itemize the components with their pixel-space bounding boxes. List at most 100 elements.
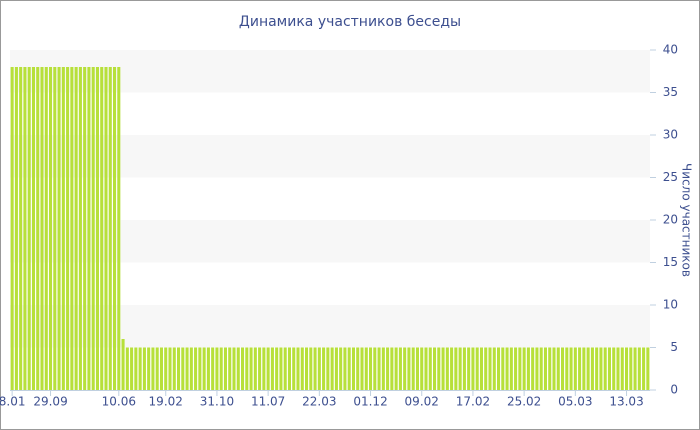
bar — [505, 347, 509, 390]
bar — [164, 347, 168, 390]
bar — [53, 67, 57, 390]
bar — [471, 347, 475, 390]
bar — [57, 67, 61, 390]
bar — [420, 347, 424, 390]
bar — [100, 67, 104, 390]
y-tick-label: 40 — [663, 43, 678, 57]
bar — [176, 347, 181, 390]
chart-title: Динамика участников беседы — [239, 14, 461, 30]
x-tick-label: 29.09 — [33, 395, 67, 409]
bar — [518, 347, 522, 390]
y-tick-label: 15 — [663, 255, 678, 269]
bar — [300, 347, 304, 390]
bar — [373, 347, 377, 390]
grid-band — [10, 50, 650, 93]
bar — [646, 347, 650, 390]
bar — [304, 347, 309, 390]
bar — [569, 347, 573, 390]
bar — [599, 347, 603, 390]
x-tick-label: 8.01 — [0, 395, 25, 409]
bar — [292, 347, 296, 390]
x-tick-label: 11.07 — [251, 395, 285, 409]
bar — [356, 347, 360, 390]
bar — [514, 347, 518, 390]
bar — [620, 347, 624, 390]
y-tick-label: 10 — [663, 298, 678, 312]
bar — [83, 67, 87, 390]
bar — [424, 347, 428, 390]
bar — [351, 347, 356, 390]
bar — [377, 347, 381, 390]
bar — [556, 347, 560, 390]
bar — [565, 347, 569, 390]
bar — [543, 347, 548, 390]
x-tick-label: 10.06 — [102, 395, 136, 409]
bar — [266, 347, 270, 390]
bar — [484, 347, 488, 390]
bar — [147, 347, 151, 390]
bar — [317, 347, 321, 390]
bar — [637, 347, 641, 390]
bar — [479, 347, 484, 390]
bar — [330, 347, 334, 390]
bar — [31, 67, 36, 390]
bar — [117, 67, 121, 390]
x-tick-label: 13.03 — [609, 395, 643, 409]
y-tick-label: 30 — [663, 128, 678, 142]
bar — [36, 67, 40, 390]
bar — [78, 67, 82, 390]
grid-band — [10, 305, 650, 348]
bar — [10, 67, 14, 390]
y-tick-label: 25 — [663, 170, 678, 184]
bar — [343, 347, 347, 390]
bar — [236, 347, 240, 390]
bar — [616, 347, 620, 390]
bar — [432, 347, 437, 390]
bar — [27, 67, 31, 390]
bar — [586, 347, 590, 390]
bar — [445, 347, 449, 390]
y-tick-label: 20 — [663, 213, 678, 227]
bar — [74, 67, 78, 390]
bar — [219, 347, 223, 390]
bar — [573, 347, 577, 390]
bar — [458, 347, 462, 390]
bar — [560, 347, 565, 390]
bar — [270, 347, 274, 390]
bar — [390, 347, 394, 390]
bar — [496, 347, 501, 390]
bar — [428, 347, 432, 390]
grid-band — [10, 135, 650, 178]
bar — [590, 347, 594, 390]
bar — [467, 347, 471, 390]
bar — [607, 347, 612, 390]
bar — [394, 347, 398, 390]
bar — [475, 347, 479, 390]
bar — [398, 347, 402, 390]
bar — [61, 67, 65, 390]
bar — [454, 347, 458, 390]
bar — [240, 347, 245, 390]
bar — [595, 347, 599, 390]
bar — [347, 347, 351, 390]
bar — [198, 347, 202, 390]
bar — [509, 347, 513, 390]
bar — [531, 347, 535, 390]
bar — [48, 67, 53, 390]
bar — [245, 347, 249, 390]
bar — [360, 347, 364, 390]
bar — [112, 67, 117, 390]
bar — [142, 347, 146, 390]
bar — [582, 347, 586, 390]
bar — [437, 347, 441, 390]
bar — [249, 347, 253, 390]
bar — [155, 347, 159, 390]
bar — [185, 347, 189, 390]
bar — [151, 347, 155, 390]
bar — [642, 347, 646, 390]
bar — [275, 347, 279, 390]
bar — [202, 347, 206, 390]
bar — [326, 347, 330, 390]
bar — [215, 347, 219, 390]
bar — [172, 347, 176, 390]
